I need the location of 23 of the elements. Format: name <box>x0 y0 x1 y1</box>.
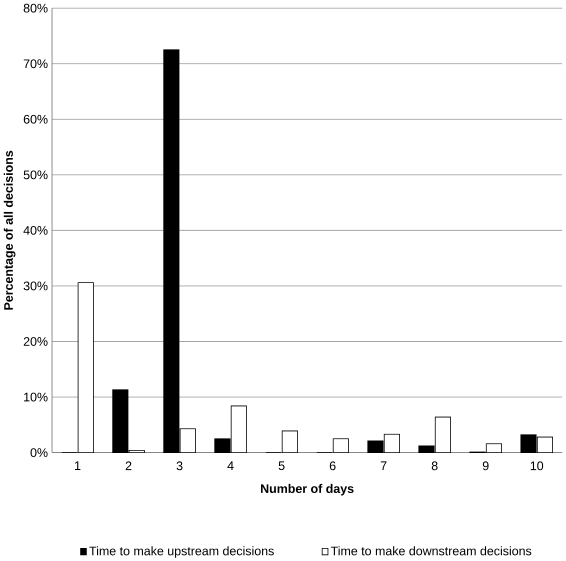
y-tick-label: 60% <box>24 114 48 124</box>
x-tick-label: 10 <box>530 461 544 470</box>
x-tick-label: 4 <box>227 461 234 470</box>
y-axis-title: Percentage of all decisions <box>4 150 16 310</box>
x-tick-label: 2 <box>126 461 132 470</box>
y-tick-label: 80% <box>24 4 48 12</box>
x-tick-label: 6 <box>330 461 336 470</box>
y-tick-label: 70% <box>24 59 48 68</box>
x-tick-label: 9 <box>482 461 489 470</box>
y-tick-label: 50% <box>24 170 48 180</box>
y-tick-label: 30% <box>24 281 48 290</box>
x-tick-label: 7 <box>380 461 386 470</box>
x-tick-label: 3 <box>176 461 182 470</box>
x-tick-label: 1 <box>75 461 80 470</box>
legend-label: Time to make upstream decisions <box>89 546 274 558</box>
x-tick-label: 8 <box>432 461 438 470</box>
x-axis-title: Number of days <box>261 484 354 496</box>
y-tick-label: 40% <box>23 226 48 235</box>
y-tick-label: 20% <box>24 336 48 346</box>
legend-label: Time to make downstream decisions <box>330 546 532 556</box>
y-tick-label: 0% <box>30 448 48 457</box>
x-tick-label: 5 <box>278 461 285 470</box>
y-tick-label: 10% <box>24 392 48 402</box>
